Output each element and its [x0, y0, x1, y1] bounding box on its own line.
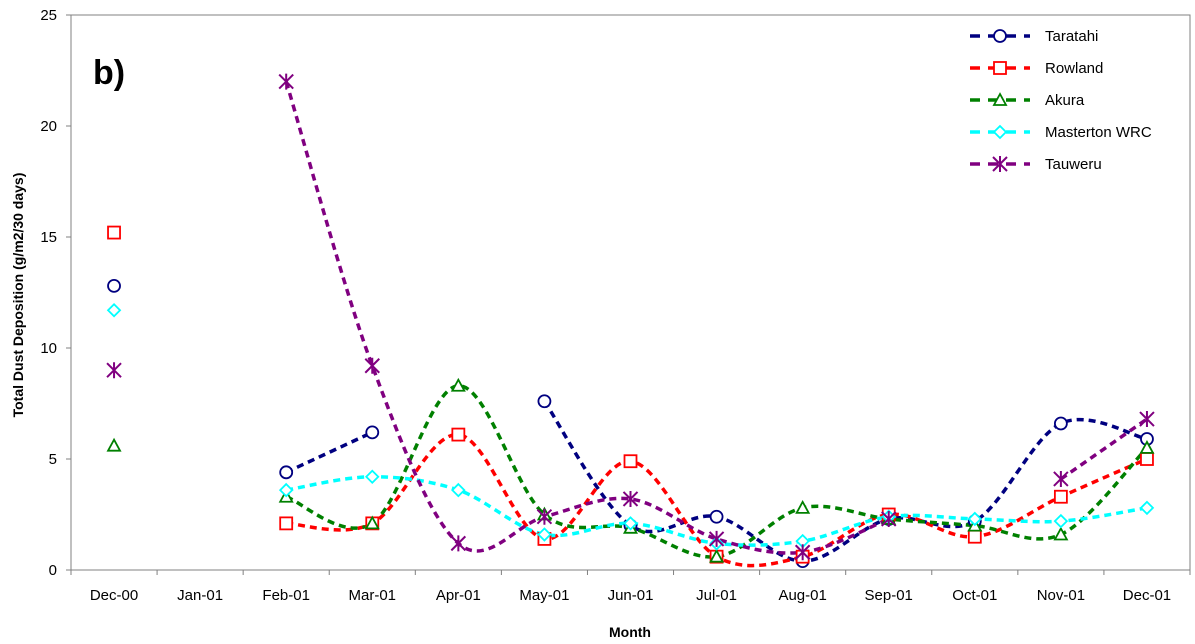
x-tick-label: Jun-01 [608, 587, 654, 604]
data-point-rowland [967, 529, 982, 544]
x-axis-title: Month [609, 624, 651, 640]
x-tick-label: Sep-01 [865, 587, 913, 604]
legend-label-masterton-wrc: Masterton WRC [1045, 124, 1152, 141]
series-line-taratahi [542, 400, 1148, 563]
data-point-rowland [451, 427, 466, 442]
axis-ticks [66, 14, 1191, 575]
data-point-akura [709, 548, 725, 563]
data-point-masterton-wrc [537, 527, 552, 542]
data-point-taratahi [107, 278, 121, 293]
x-tick-label: Jul-01 [696, 587, 737, 604]
legend-marker-tauweru [992, 156, 1008, 172]
data-point-tauweru [278, 73, 294, 90]
data-point-akura [1053, 526, 1069, 541]
y-axis-title: Total Dust Deposition (g/m2/30 days) [10, 173, 26, 418]
data-point-akura [1139, 440, 1155, 454]
data-point-tauweru [1053, 470, 1069, 487]
data-point-akura [106, 437, 122, 452]
x-tick-labels: Dec-00 Jan-01 Feb-01 Mar-01 Apr-01 May-01 Jun-… [90, 587, 1171, 604]
data-point-masterton-wrc [364, 469, 380, 485]
y-tick-label: 25 [40, 7, 57, 24]
x-tick-label: Dec-01 [1123, 587, 1171, 604]
y-tick-labels: 0 5 10 15 20 25 [40, 7, 57, 579]
data-point-masterton-wrc [623, 516, 638, 531]
series-line-rowland [286, 432, 1148, 568]
legend-label-taratahi: Taratahi [1045, 28, 1098, 45]
y-tick-label: 5 [49, 451, 57, 468]
data-point-taratahi [279, 465, 294, 480]
data-point-tauweru [536, 508, 553, 525]
data-point-rowland [1053, 489, 1068, 504]
x-tick-label: Dec-00 [90, 587, 138, 604]
y-tick-label: 20 [40, 118, 57, 135]
data-point-tauweru [622, 490, 639, 507]
data-point-rowland [623, 454, 638, 469]
data-point-akura [795, 499, 811, 514]
data-point-rowland [279, 516, 294, 531]
series-markers [106, 73, 1155, 569]
legend-marker-akura [992, 92, 1008, 106]
data-point-masterton-wrc [451, 482, 466, 498]
x-tick-label: Jan-01 [177, 587, 223, 604]
data-point-akura [364, 515, 380, 530]
data-point-rowland [1140, 452, 1154, 466]
panel-label: b) [93, 54, 125, 92]
y-tick-label: 10 [40, 340, 57, 357]
data-point-akura [450, 377, 466, 392]
data-point-masterton-wrc [1139, 500, 1155, 516]
legend-label-tauweru: Tauweru [1045, 156, 1102, 173]
data-point-masterton-wrc [278, 482, 294, 498]
data-point-tauweru [708, 530, 725, 547]
data-point-masterton-wrc [106, 302, 122, 318]
data-point-tauweru [364, 357, 380, 374]
series-line-tauweru [1059, 417, 1148, 481]
data-point-tauweru [450, 535, 467, 552]
x-tick-label: Apr-01 [436, 587, 481, 604]
data-point-taratahi [709, 509, 724, 524]
legend-label-rowland: Rowland [1045, 60, 1103, 77]
legend-marker-taratahi [993, 29, 1007, 43]
x-tick-label: Mar-01 [349, 587, 397, 604]
legend-marker-rowland [993, 61, 1007, 75]
data-point-tauweru [1139, 411, 1155, 428]
x-tick-label: Nov-01 [1037, 587, 1085, 604]
x-tick-label: May-01 [519, 587, 569, 604]
data-point-rowland [107, 225, 121, 240]
x-tick-label: Oct-01 [952, 587, 997, 604]
plot-area-frame [70, 14, 1191, 571]
data-point-tauweru [881, 510, 897, 527]
data-point-tauweru [794, 544, 811, 561]
legend-label-akura: Akura [1045, 92, 1085, 109]
data-point-taratahi [1053, 416, 1068, 431]
data-point-taratahi [537, 394, 552, 409]
x-tick-label: Feb-01 [262, 587, 310, 604]
data-point-taratahi [365, 425, 380, 440]
legend-marker-masterton-wrc [992, 124, 1008, 140]
data-point-masterton-wrc [967, 511, 983, 527]
data-point-masterton-wrc [1053, 513, 1069, 529]
legend: Taratahi Rowland Akura Masterton WRC Tauweru [970, 28, 1152, 173]
y-tick-label: 15 [40, 229, 57, 246]
x-tick-label: Aug-01 [778, 587, 826, 604]
series-line-akura [285, 383, 1149, 559]
y-tick-label: 0 [49, 562, 57, 579]
data-point-tauweru [106, 362, 122, 379]
